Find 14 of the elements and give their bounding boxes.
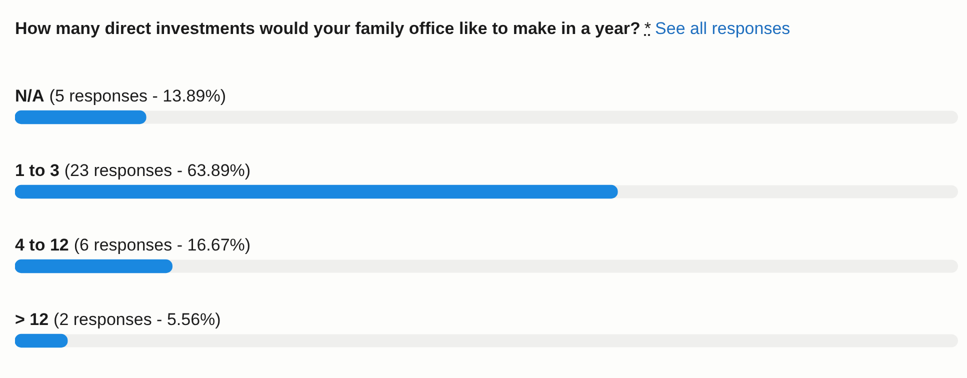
y-tick-label: 4 to 12 [15, 235, 69, 254]
data-label: (23 responses - 63.89%) [64, 160, 251, 180]
y-tick-label: N/A [15, 86, 44, 106]
text: * [644, 19, 652, 38]
bar [15, 334, 68, 348]
y-tick-label: 1 to 3 [15, 160, 60, 180]
bar [15, 110, 146, 124]
data-label: (5 responses - 13.89%) [49, 86, 226, 106]
chart-title: How many direct investments would your family office like to make in a year? [15, 19, 640, 38]
text: See all responses [655, 19, 790, 38]
data-label: (2 responses - 5.56%) [54, 310, 221, 329]
bar [15, 259, 172, 274]
data-label: (6 responses - 16.67%) [74, 235, 251, 254]
y-tick-label: > 12 [15, 310, 49, 329]
